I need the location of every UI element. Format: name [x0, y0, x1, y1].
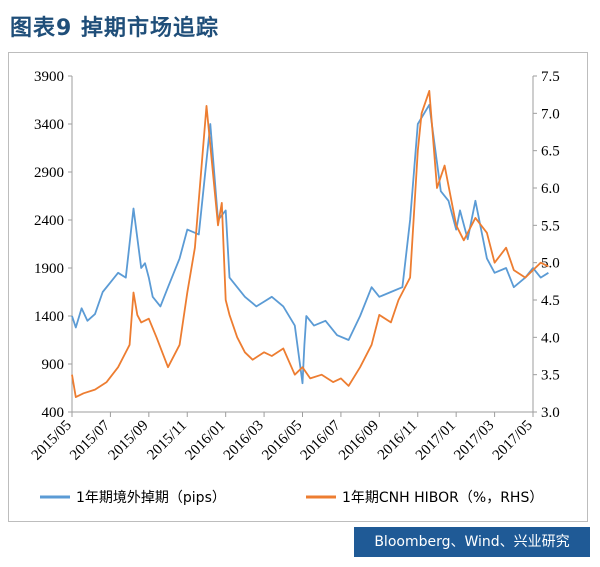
x-tick-label: 2016/01: [182, 418, 228, 464]
left-tick-label: 2900: [34, 165, 64, 181]
x-tick-label: 2015/07: [67, 417, 113, 463]
right-tick-label: 4.5: [541, 293, 560, 309]
x-tick-label: 2016/07: [298, 417, 344, 463]
legend-swap-label: 1年期境外掉期（pips）: [76, 490, 226, 506]
x-tick-label: 2017/03: [451, 418, 497, 464]
right-tick-label: 6.0: [541, 181, 560, 197]
x-tick-label: 2016/03: [221, 418, 267, 464]
right-tick-label: 5.5: [541, 218, 560, 234]
chart: 400 900 1400 1900 2400 2900 3400 3900 3.0 3.5 4.0 4…: [29, 69, 560, 506]
x-tick-label: 2015/09: [106, 418, 152, 464]
x-tick-label: 2017/01: [413, 418, 459, 464]
right-tick-label: 5.0: [541, 256, 560, 272]
series-layer: [71, 90, 549, 398]
axes: 400 900 1400 1900 2400 2900 3400 3900 3.0 3.5 4.0 4…: [29, 69, 560, 464]
x-tick-label: 2015/05: [29, 418, 75, 464]
left-tick-label: 3400: [34, 117, 64, 133]
page-title: 图表9 掉期市场追踪: [10, 16, 219, 41]
left-tick-label: 2400: [34, 213, 64, 229]
right-tick-label: 6.5: [541, 144, 560, 160]
legend-hibor-label: 1年期CNH HIBOR（%，RHS）: [342, 490, 543, 506]
chart-frame: [8, 52, 588, 522]
left-tick-label: 400: [42, 405, 65, 421]
x-tick-label: 2017/05: [490, 418, 536, 464]
left-tick-label: 900: [42, 357, 65, 373]
right-tick-label: 3.5: [541, 368, 560, 384]
right-tick-label: 7.0: [541, 106, 560, 122]
x-tick-label: 2015/11: [144, 418, 190, 464]
source-bar: Bloomberg、Wind、兴业研究: [354, 527, 590, 557]
x-tick-label: 2016/11: [375, 418, 421, 464]
left-tick-label: 1900: [34, 261, 64, 277]
x-tick-label: 2016/09: [336, 418, 382, 464]
right-tick-label: 7.5: [541, 69, 560, 85]
left-tick-label: 3900: [34, 69, 64, 85]
x-tick-label: 2016/05: [259, 418, 305, 464]
right-tick-label: 3.0: [541, 405, 560, 421]
right-tick-label: 4.0: [541, 330, 560, 346]
left-tick-label: 1400: [34, 309, 64, 325]
hibor-series-line: [71, 90, 549, 398]
legend: 1年期境外掉期（pips） 1年期CNH HIBOR（%，RHS）: [40, 490, 543, 506]
swap-series-line: [71, 103, 549, 385]
